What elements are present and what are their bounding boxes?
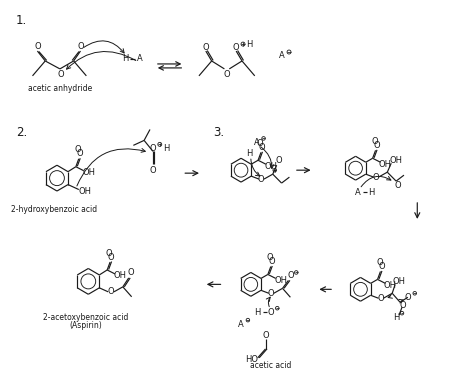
Text: A: A bbox=[279, 52, 285, 61]
Text: (Aspirin): (Aspirin) bbox=[69, 321, 102, 330]
Text: OH: OH bbox=[274, 276, 287, 285]
Text: O: O bbox=[256, 139, 263, 148]
Text: H: H bbox=[393, 313, 399, 322]
Text: OH: OH bbox=[384, 281, 397, 290]
Text: O: O bbox=[149, 144, 156, 153]
Text: O: O bbox=[373, 141, 380, 150]
Text: O: O bbox=[275, 156, 282, 165]
Text: O: O bbox=[378, 262, 385, 271]
Text: acetic anhydride: acetic anhydride bbox=[28, 84, 92, 93]
Text: O: O bbox=[202, 43, 209, 52]
Text: 2-hydroxybenzoic acid: 2-hydroxybenzoic acid bbox=[11, 205, 97, 214]
Text: H: H bbox=[246, 149, 252, 158]
Text: H: H bbox=[246, 39, 252, 48]
Text: OH: OH bbox=[78, 187, 91, 196]
Text: A: A bbox=[254, 138, 260, 147]
Text: OH: OH bbox=[392, 277, 405, 286]
Text: O: O bbox=[376, 258, 383, 267]
Text: O: O bbox=[405, 293, 411, 302]
Text: O: O bbox=[395, 181, 401, 190]
Text: O: O bbox=[372, 173, 379, 182]
Text: O: O bbox=[223, 70, 230, 79]
Text: H: H bbox=[122, 54, 129, 63]
Text: O: O bbox=[259, 143, 266, 152]
Text: A: A bbox=[137, 54, 143, 63]
Text: O: O bbox=[106, 249, 112, 258]
Text: O: O bbox=[127, 269, 134, 278]
Text: A: A bbox=[238, 319, 244, 328]
Text: acetic acid: acetic acid bbox=[250, 361, 291, 370]
Text: OH: OH bbox=[113, 271, 126, 280]
Text: O: O bbox=[287, 271, 294, 280]
Text: A: A bbox=[355, 188, 360, 197]
Text: O: O bbox=[149, 166, 156, 175]
Text: H: H bbox=[368, 188, 374, 197]
Text: O: O bbox=[267, 308, 274, 317]
Text: O: O bbox=[77, 41, 84, 50]
Text: O: O bbox=[108, 253, 114, 262]
Text: OH: OH bbox=[82, 168, 95, 177]
Text: 2-acetoxybenzoic acid: 2-acetoxybenzoic acid bbox=[43, 313, 128, 322]
Text: OH: OH bbox=[390, 156, 403, 165]
Text: O: O bbox=[108, 287, 114, 296]
Text: OH: OH bbox=[379, 160, 392, 169]
Text: O: O bbox=[371, 137, 378, 146]
Text: H: H bbox=[255, 308, 261, 317]
Text: H: H bbox=[163, 144, 170, 153]
Text: O: O bbox=[266, 253, 273, 262]
Text: O: O bbox=[258, 175, 264, 184]
Text: O: O bbox=[34, 41, 40, 50]
Text: O: O bbox=[75, 145, 81, 154]
Text: 1.: 1. bbox=[16, 14, 27, 27]
Text: O: O bbox=[400, 301, 406, 310]
Text: OH: OH bbox=[264, 162, 277, 171]
Text: 3.: 3. bbox=[214, 127, 225, 140]
Text: O: O bbox=[377, 294, 384, 303]
Text: O: O bbox=[262, 332, 269, 341]
Text: O: O bbox=[267, 289, 274, 298]
Text: O: O bbox=[233, 43, 239, 52]
Text: O: O bbox=[269, 257, 275, 266]
Text: O: O bbox=[76, 149, 83, 158]
Text: 2.: 2. bbox=[16, 127, 27, 140]
Text: HO: HO bbox=[245, 355, 258, 364]
Text: O: O bbox=[58, 70, 64, 79]
